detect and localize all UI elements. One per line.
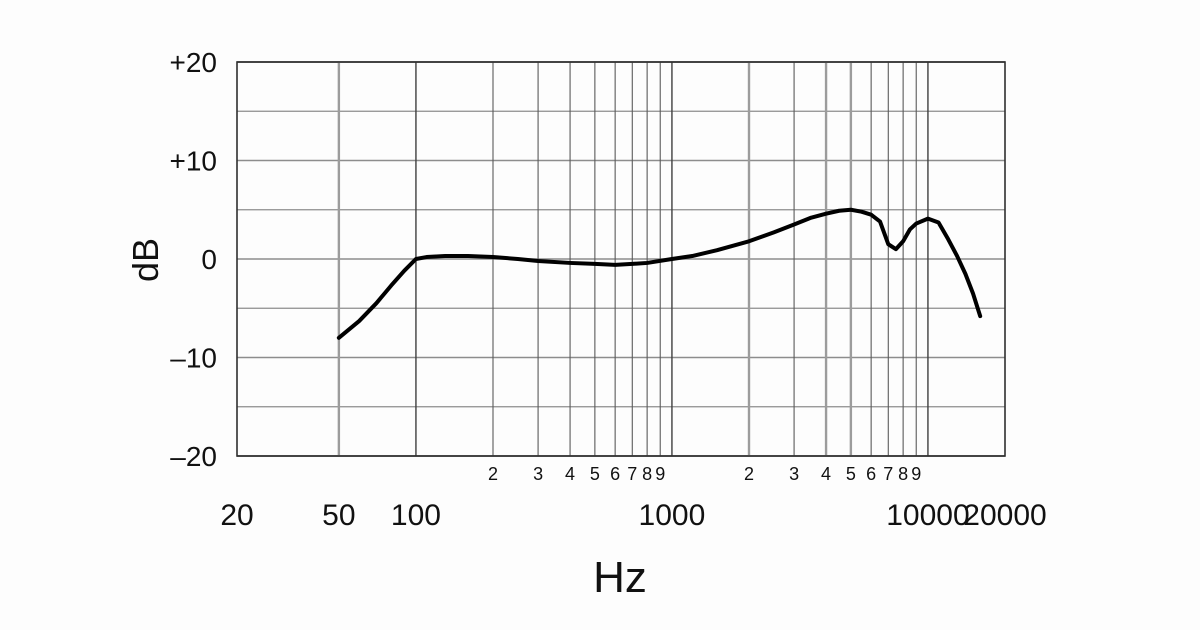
x-minor-tick-label: 3	[533, 464, 543, 484]
x-minor-tick-label: 5	[846, 464, 856, 484]
tick-layer: +20+100–10–202 3 4 5 6 7 8 9 2 3 4 5 6 7 8 920 50 100 1000…	[170, 47, 1047, 532]
x-major-tick-label: 10000	[886, 499, 969, 532]
x-major-tick-label: 100	[391, 499, 441, 532]
x-minor-tick-label: 8	[642, 464, 652, 484]
x-major-tick-label: 50	[322, 499, 355, 532]
x-minor-tick-label: 8	[898, 464, 908, 484]
x-minor-tick-label: 9	[911, 464, 921, 484]
x-minor-tick-label: 6	[866, 464, 876, 484]
x-minor-tick-label: 2	[488, 464, 498, 484]
x-minor-tick-label: 9	[655, 464, 665, 484]
y-tick-label: 0	[201, 244, 217, 275]
plot-border	[236, 61, 1006, 457]
series-layer	[336, 207, 983, 340]
x-major-tick-label: 20000	[963, 499, 1046, 532]
x-axis-title: Hz	[593, 553, 647, 602]
x-minor-tick-label: 5	[590, 464, 600, 484]
x-minor-tick-label: 7	[627, 464, 637, 484]
grid-layer	[236, 61, 1006, 457]
x-minor-tick-label: 4	[565, 464, 575, 484]
x-minor-tick-label: 2	[744, 464, 754, 484]
y-tick-label: –20	[170, 441, 217, 472]
x-major-tick-label: 20	[220, 499, 253, 532]
y-tick-label: +10	[170, 146, 218, 177]
x-minor-tick-label: 7	[883, 464, 893, 484]
y-tick-label: +20	[170, 47, 218, 78]
x-minor-tick-label: 6	[610, 464, 620, 484]
x-major-tick-label: 1000	[639, 499, 706, 532]
frequency-response-line	[336, 207, 983, 340]
y-tick-label: –10	[170, 343, 217, 374]
y-axis-title: dB	[125, 238, 166, 282]
x-minor-tick-label: 4	[821, 464, 831, 484]
x-minor-tick-label: 3	[789, 464, 799, 484]
